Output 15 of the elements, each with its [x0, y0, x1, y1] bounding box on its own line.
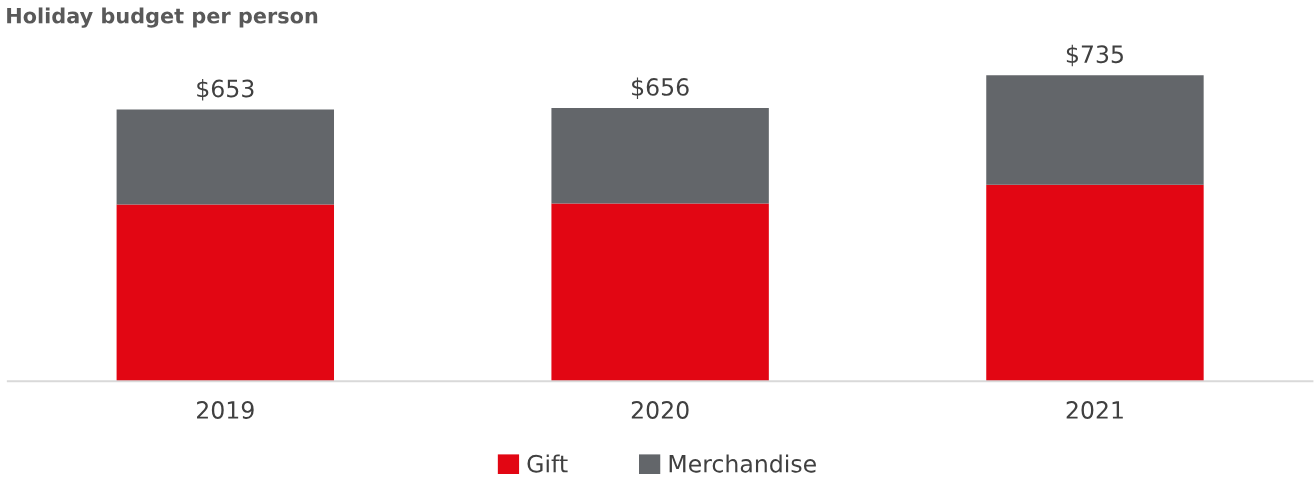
bar: [986, 184, 1204, 382]
bar: [551, 108, 769, 204]
annotation: $735: [1066, 44, 1123, 67]
x-tick-label: 2019: [196, 401, 254, 419]
legend-label: Merchandise: [669, 454, 816, 473]
bar: [986, 75, 1204, 185]
annotation: $653: [197, 79, 254, 101]
chart-title: Holiday budget per person: [7, 7, 318, 28]
bar: [116, 204, 335, 382]
x-tick-label: 2020: [631, 401, 689, 419]
annotation: $656: [632, 77, 689, 99]
legend-label: Gift: [527, 454, 568, 473]
bar: [551, 203, 769, 382]
x-tick-label: 2021: [1066, 401, 1123, 419]
bar: [116, 109, 335, 205]
